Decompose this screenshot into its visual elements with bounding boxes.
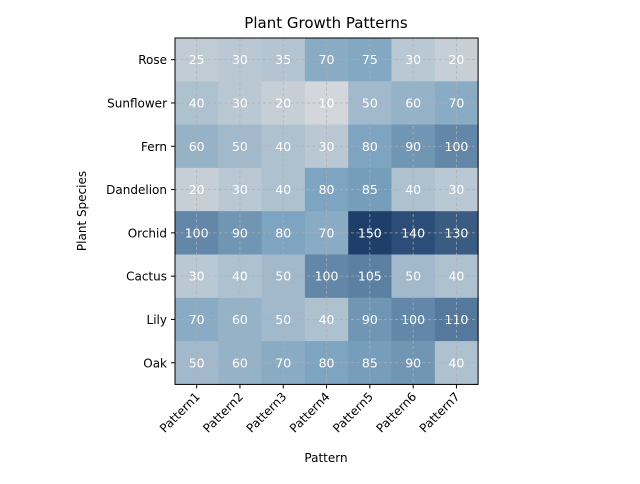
- cell-value-label: 90: [362, 312, 378, 327]
- x-tick-label: Pattern3: [244, 390, 290, 436]
- cell-value-label: 130: [445, 225, 469, 240]
- cell-value-label: 80: [319, 182, 335, 197]
- y-tick-label: Lily: [147, 313, 167, 327]
- y-tick-label: Sunflower: [107, 96, 167, 110]
- cell-value-label: 40: [405, 182, 421, 197]
- cell-value-label: 110: [445, 312, 469, 327]
- cell-value-label: 60: [189, 139, 205, 154]
- cell-value-label: 90: [232, 225, 248, 240]
- y-axis-label: Plant Species: [75, 171, 89, 251]
- cell-value-label: 30: [232, 182, 248, 197]
- cell-value-label: 70: [319, 225, 335, 240]
- y-tick-label: Fern: [141, 140, 167, 154]
- cell-value-label: 70: [189, 312, 205, 327]
- cell-value-label: 80: [275, 225, 291, 240]
- cell-value-label: 20: [448, 52, 464, 67]
- cell-value-label: 30: [232, 52, 248, 67]
- cell-value-label: 150: [358, 225, 382, 240]
- cell-value-label: 25: [189, 52, 205, 67]
- cell-value-label: 60: [232, 355, 248, 370]
- heatmap-cell-labels: 25 30 35 70 75 30 20 40 30 20 10 50 60 70 60 50 40 30 80 90…: [185, 52, 469, 370]
- cell-value-label: 90: [405, 139, 421, 154]
- x-tick-label: Pattern5: [330, 390, 376, 436]
- cell-value-label: 50: [189, 355, 205, 370]
- cell-value-label: 40: [232, 269, 248, 284]
- cell-value-label: 30: [189, 269, 205, 284]
- cell-value-label: 100: [185, 225, 209, 240]
- heatmap-gridlines: [175, 38, 479, 385]
- cell-value-label: 100: [445, 139, 469, 154]
- x-tick-label: Pattern7: [417, 390, 463, 436]
- cell-value-label: 70: [275, 355, 291, 370]
- cell-value-label: 30: [405, 52, 421, 67]
- cell-value-label: 20: [275, 95, 291, 110]
- cell-value-label: 40: [275, 182, 291, 197]
- cell-value-label: 50: [275, 269, 291, 284]
- cell-value-label: 60: [232, 312, 248, 327]
- y-tick-label: Cactus: [126, 270, 167, 284]
- cell-value-label: 100: [401, 312, 425, 327]
- x-axis: Pattern1Pattern2Pattern3Pattern4Pattern5…: [157, 384, 463, 435]
- cell-value-label: 90: [405, 355, 421, 370]
- cell-value-label: 35: [275, 52, 291, 67]
- cell-value-label: 10: [319, 95, 335, 110]
- cell-value-label: 70: [319, 52, 335, 67]
- cell-value-label: 100: [315, 269, 339, 284]
- cell-value-label: 40: [448, 355, 464, 370]
- cell-value-label: 85: [362, 355, 378, 370]
- chart-title: Plant Growth Patterns: [244, 14, 408, 32]
- cell-value-label: 80: [319, 355, 335, 370]
- y-tick-label: Dandelion: [106, 183, 167, 197]
- cell-value-label: 60: [405, 95, 421, 110]
- cell-value-label: 75: [362, 52, 378, 67]
- x-tick-label: Pattern1: [157, 390, 203, 436]
- cell-value-label: 30: [232, 95, 248, 110]
- y-tick-label: Oak: [143, 356, 167, 370]
- cell-value-label: 80: [362, 139, 378, 154]
- x-tick-label: Pattern4: [287, 390, 333, 436]
- cell-value-label: 50: [232, 139, 248, 154]
- cell-value-label: 40: [448, 269, 464, 284]
- cell-value-label: 40: [189, 95, 205, 110]
- cell-value-label: 50: [362, 95, 378, 110]
- cell-value-label: 85: [362, 182, 378, 197]
- x-tick-label: Pattern2: [200, 390, 246, 436]
- x-tick-label: Pattern6: [373, 390, 419, 436]
- cell-value-label: 105: [358, 269, 382, 284]
- cell-value-label: 70: [448, 95, 464, 110]
- cell-value-label: 30: [448, 182, 464, 197]
- cell-value-label: 30: [319, 139, 335, 154]
- cell-value-label: 140: [401, 225, 425, 240]
- y-axis: Rose Sunflower Fern Dandelion Orchid Cactus Li…: [106, 53, 175, 370]
- cell-value-label: 40: [275, 139, 291, 154]
- cell-value-label: 20: [189, 182, 205, 197]
- y-tick-label: Orchid: [128, 226, 167, 240]
- cell-value-label: 40: [319, 312, 335, 327]
- cell-value-label: 50: [405, 269, 421, 284]
- cell-value-label: 50: [275, 312, 291, 327]
- y-tick-label: Rose: [138, 53, 167, 67]
- x-axis-label: Pattern: [304, 451, 347, 465]
